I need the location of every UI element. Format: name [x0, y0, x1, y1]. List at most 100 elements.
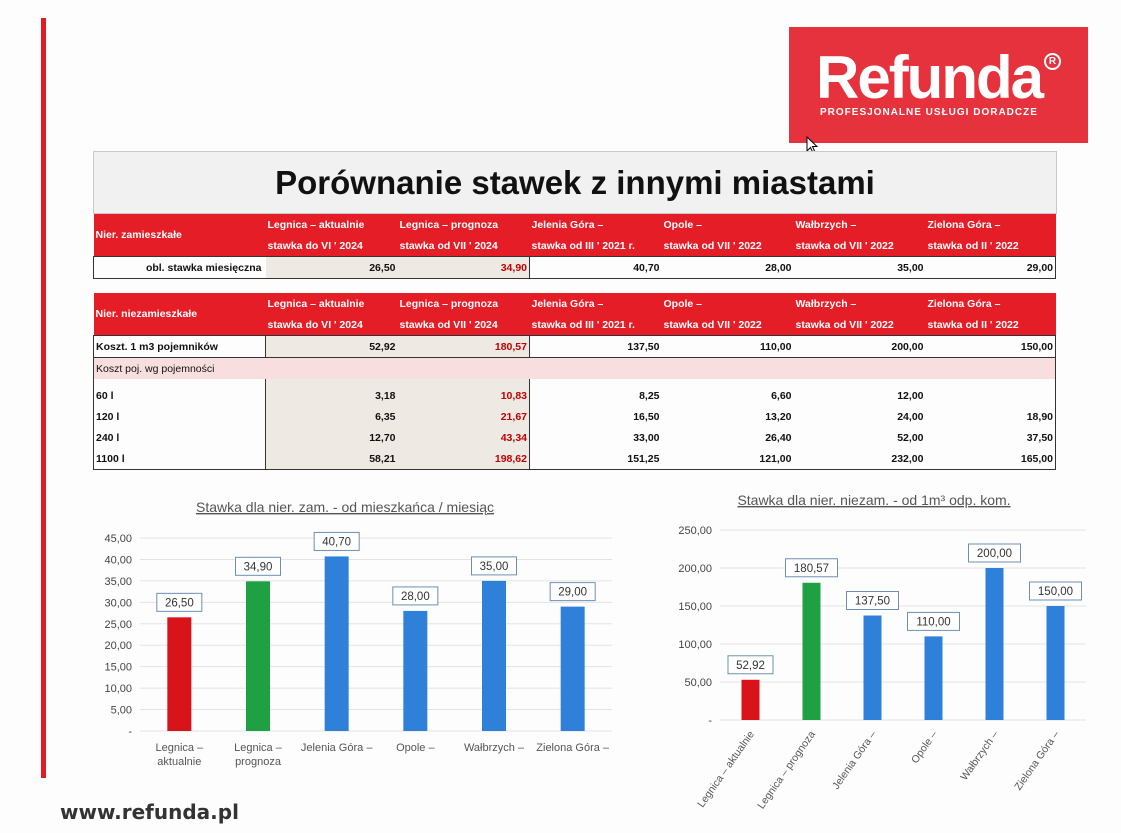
table-cell: 180,57	[397, 335, 530, 358]
y-tick-label: 30,00	[104, 597, 132, 609]
x-tick-label: Legnica – aktualnie	[695, 729, 757, 810]
col-subheader: stawka od II ' 2022	[925, 235, 1056, 257]
residential-rate-chart: Stawka dla nier. zam. - od mieszkańca / …	[104, 499, 612, 768]
y-tick-label: 150,00	[678, 601, 712, 613]
col-subheader: stawka od VII ' 2024	[397, 314, 530, 336]
table-cell: 12,00	[897, 389, 924, 402]
data-label: 52,92	[736, 660, 765, 672]
table-cell: 26,40	[765, 431, 792, 444]
y-tick-label: -	[128, 726, 132, 738]
registered-mark-icon: R	[1044, 53, 1061, 70]
table-header-row: Nier. niezamieszkałe Legnica – aktualnie…	[93, 293, 1056, 336]
data-label: 110,00	[916, 616, 950, 628]
data-label-box	[392, 586, 439, 606]
x-tick-label: Zielona Góra –	[1012, 729, 1062, 793]
table-cell: 12,70	[265, 427, 398, 448]
x-tick-label: Wałbrzych –	[958, 729, 1001, 783]
chart-bar	[246, 581, 270, 731]
chart-bar	[482, 580, 506, 731]
table-row: obl. stawka miesięczna 26,50 34,90 40,70…	[93, 256, 1056, 279]
table-cell: 8,25	[639, 389, 660, 402]
left-accent-bar	[41, 18, 46, 778]
data-label-box	[968, 543, 1021, 563]
y-tick-label: 100,00	[678, 639, 712, 651]
data-label-box	[785, 558, 838, 578]
x-tick-label: Legnica – prognoza	[755, 729, 818, 812]
data-label: 40,70	[322, 536, 351, 548]
table-cell: 200,00	[793, 335, 926, 358]
table-cell: 16,50	[633, 410, 660, 423]
table-cell: 232,00	[793, 448, 926, 470]
col-header: Wałbrzych –	[793, 293, 926, 314]
col-header: Legnica – prognoza	[397, 293, 530, 314]
col-header: Jelenia Góra –	[529, 214, 662, 235]
table-header-row: stawka do VI ' 2024 stawka od VII ' 2024…	[94, 314, 1056, 336]
residential-rates-table: Nier. zamieszkałe Legnica – aktualnie Le…	[93, 214, 1056, 279]
data-label-box	[907, 611, 960, 631]
data-label: 137,50	[855, 596, 890, 608]
table-cell: 6,35	[265, 406, 398, 427]
y-tick-label: 5,00	[111, 705, 132, 717]
refunda-logo: Refunda R PROFESJONALNE USŁUGI DORADCZE	[789, 27, 1088, 143]
table-cell: 52,92	[265, 335, 398, 358]
chart-bar	[167, 617, 192, 731]
data-label-box	[156, 592, 203, 612]
col-subheader: stawka od VII ' 2024	[397, 235, 530, 257]
table-cell: 110,00	[661, 335, 794, 358]
col-header: Wałbrzych –	[793, 214, 926, 235]
data-label: 28,00	[401, 591, 430, 603]
table-cell: 150,00	[925, 335, 1056, 358]
y-tick-label: -	[708, 715, 712, 727]
col-header: Zielona Góra –	[925, 293, 1056, 314]
table-cell: 43,34	[397, 427, 530, 448]
col-header: Opole –	[661, 214, 794, 235]
chart-bar	[1046, 606, 1065, 720]
table-header-row: stawka do VI ' 2024 stawka od VII ' 2024…	[94, 235, 1056, 257]
col-subheader: stawka od II ' 2022	[925, 314, 1056, 336]
chart-title: Stawka dla nier. niezam. - od 1m³ odp. k…	[737, 492, 1010, 508]
chart-title: Stawka dla nier. zam. - od mieszkańca / …	[196, 499, 494, 515]
data-label: 150,00	[1038, 586, 1073, 598]
table-section-label: Nier. niezamieszkałe	[93, 293, 266, 336]
data-label-box	[846, 591, 899, 610]
col-subheader: stawka do VI ' 2024	[265, 235, 398, 257]
col-header: Legnica – aktualnie	[265, 293, 398, 314]
table-cell	[925, 385, 1056, 406]
table-cell: 13,20	[765, 410, 792, 423]
data-label: 29,00	[558, 587, 587, 599]
col-subheader: stawka od III ' 2021 r.	[529, 314, 662, 336]
table-cell: 40,70	[529, 256, 662, 279]
x-tick-label: Opole –	[909, 729, 940, 766]
col-subheader: stawka do VI ' 2024	[265, 314, 398, 336]
chart-bar	[985, 568, 1004, 720]
data-label-box	[471, 556, 517, 576]
y-tick-label: 10,00	[104, 683, 132, 695]
table-row: 240 l 12,70 43,34 33,00 26,40 52,00 37,5…	[93, 427, 1056, 448]
table-cell: 58,21	[265, 448, 398, 470]
table-cell: 18,90	[925, 406, 1056, 427]
chart-bar	[741, 679, 760, 720]
table-cell: 24,00	[897, 410, 924, 423]
table-section-row: Koszt poj. wg pojemności	[93, 357, 1056, 379]
spacer-row	[93, 379, 1056, 385]
table-cell: 28,00	[661, 256, 794, 279]
table-cell: 26,50	[265, 256, 398, 279]
x-tick-label: Jelenia Góra –	[830, 729, 879, 792]
table-row: 120 l 6,35 21,67 16,50 13,20 24,00 18,90	[93, 406, 1056, 427]
col-subheader: stawka od III ' 2021 r.	[529, 235, 662, 257]
chart-bar	[802, 582, 821, 720]
data-label-box	[549, 582, 596, 602]
y-tick-label: 250,00	[678, 525, 712, 537]
col-header: Legnica – prognoza	[397, 214, 530, 235]
col-header: Opole –	[661, 293, 794, 314]
table-cell: 6,60	[771, 389, 792, 402]
data-label-box	[235, 556, 281, 576]
data-label-box	[1029, 581, 1082, 601]
row-label: Koszt. 1 m3 pojemników	[93, 335, 266, 358]
data-label: 35,00	[480, 561, 509, 573]
footer-url[interactable]: www.refunda.pl	[60, 800, 239, 824]
row-label: obl. stawka miesięczna	[93, 256, 266, 279]
x-tick-label: Opole –	[396, 742, 435, 754]
table-section-label: Nier. zamieszkałe	[93, 214, 266, 257]
col-header: Jelenia Góra –	[529, 293, 662, 314]
